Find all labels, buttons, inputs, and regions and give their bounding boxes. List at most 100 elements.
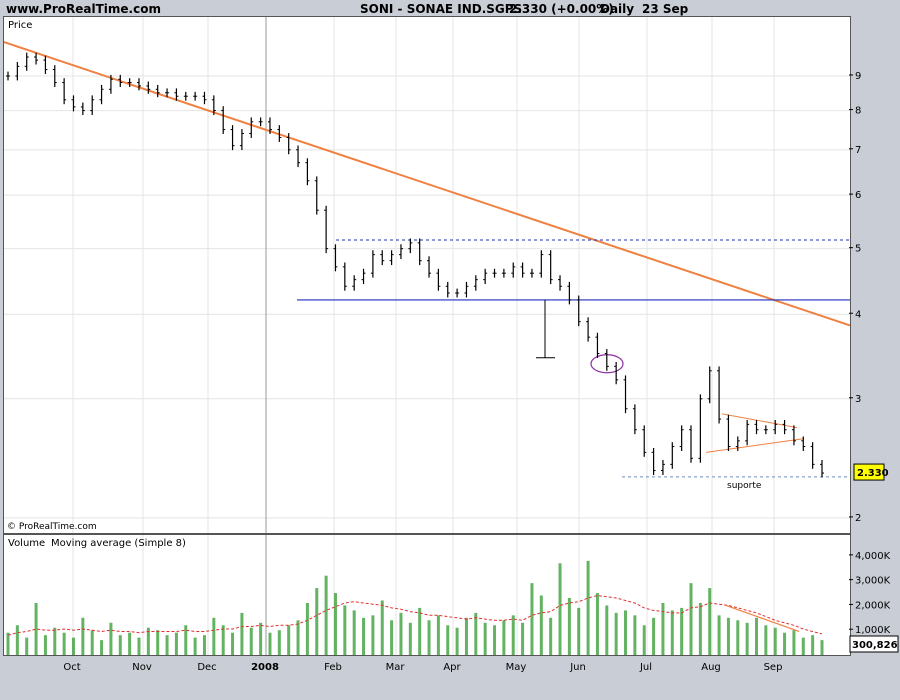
volume-bar xyxy=(493,625,497,655)
volume-bar xyxy=(371,615,375,655)
time-tick-label: Apr xyxy=(443,662,461,673)
price-tick-label: 3 xyxy=(855,394,861,405)
volume-panel[interactable]: Volume Moving average (Simple 8) xyxy=(3,534,851,656)
price-label: Price xyxy=(8,20,32,31)
volume-bar xyxy=(755,617,759,655)
volume-bar xyxy=(399,612,403,655)
volume-bar xyxy=(745,622,749,655)
volume-bar xyxy=(549,617,553,655)
volume-bar xyxy=(792,630,796,655)
volume-tick-label: 4,000K xyxy=(855,551,891,562)
volume-bar xyxy=(577,607,581,655)
volume-bar xyxy=(128,632,132,655)
volume-bar xyxy=(464,617,468,655)
price-axis: 2 3 4 5 6 7 8 9 2.330 xyxy=(849,71,889,524)
time-tick-label: Jun xyxy=(569,662,586,673)
volume-bar xyxy=(624,610,628,655)
volume-bar xyxy=(156,630,160,655)
volume-bar xyxy=(436,615,440,655)
last-price-badge-text: 2.330 xyxy=(857,468,889,479)
volume-bar xyxy=(446,625,450,655)
volume-bar xyxy=(202,635,206,655)
volume-bar xyxy=(15,625,19,655)
volume-bar xyxy=(324,575,328,655)
volume-bar xyxy=(595,593,599,655)
volume-bar xyxy=(811,635,815,655)
volume-bar xyxy=(418,607,422,655)
time-tick-label: Feb xyxy=(324,662,342,673)
volume-bar xyxy=(249,627,253,655)
volume-bar xyxy=(642,625,646,655)
volume-bar xyxy=(193,637,197,655)
price-tick-label: 5 xyxy=(855,244,861,255)
ticker-name: SONI - SONAE IND.SGPS xyxy=(360,2,523,16)
volume-bar xyxy=(567,598,571,655)
volume-bar xyxy=(362,617,366,655)
time-tick-label: Nov xyxy=(132,662,152,673)
volume-ma-label: Moving average (Simple 8) xyxy=(51,538,186,549)
volume-bar xyxy=(53,627,57,655)
volume-bar xyxy=(502,620,506,655)
volume-bar xyxy=(277,630,281,655)
volume-bar xyxy=(483,622,487,655)
volume-bar xyxy=(801,637,805,655)
volume-bar xyxy=(539,595,543,655)
volume-bar xyxy=(427,620,431,655)
volume-bar xyxy=(184,625,188,655)
price-chart: Price © ProRealTime.com suporte xyxy=(3,17,851,533)
volume-bar xyxy=(380,600,384,655)
time-tick-label: 2008 xyxy=(251,662,279,673)
volume-bar xyxy=(100,640,104,655)
volume-bar xyxy=(474,612,478,655)
price-panel[interactable]: Price © ProRealTime.com suporte xyxy=(3,16,851,534)
volume-bar xyxy=(661,602,665,655)
volume-bar xyxy=(296,620,300,655)
volume-bar xyxy=(605,605,609,655)
volume-bar xyxy=(390,620,394,655)
volume-bar xyxy=(305,602,309,655)
time-tick-label: Sep xyxy=(764,662,783,673)
volume-bar xyxy=(783,632,787,655)
volume-bar xyxy=(90,630,94,655)
site-url[interactable]: www.ProRealTime.com xyxy=(6,2,161,16)
volume-bar xyxy=(820,640,824,655)
volume-bar xyxy=(717,615,721,655)
support-label: suporte xyxy=(727,481,762,491)
volume-bar xyxy=(680,607,684,655)
volume-bar xyxy=(511,615,515,655)
price-tick-label: 9 xyxy=(855,71,861,82)
price-tick-label: 8 xyxy=(855,106,861,117)
volume-bar xyxy=(773,627,777,655)
volume-bar xyxy=(81,617,85,655)
time-tick-label: Dec xyxy=(197,662,216,673)
volume-bar xyxy=(652,617,656,655)
volume-bar xyxy=(259,622,263,655)
time-tick-label: Aug xyxy=(701,662,721,673)
volume-bar xyxy=(633,615,637,655)
volume-bar xyxy=(6,632,10,655)
downtrend-line xyxy=(3,41,851,327)
last-price-badge xyxy=(853,463,885,481)
quote-value: 2.330 (+0.00%) xyxy=(509,2,614,16)
volume-bar xyxy=(726,617,730,655)
volume-bar xyxy=(137,637,141,655)
volume-bar xyxy=(521,622,525,655)
price-tick-label: 2 xyxy=(855,513,861,524)
price-tick-label: 7 xyxy=(855,145,861,156)
time-tick-label: Jul xyxy=(639,662,652,673)
volume-bar xyxy=(118,635,122,655)
volume-bar xyxy=(698,602,702,655)
triangle-lower-line xyxy=(705,438,805,453)
volume-bar xyxy=(530,583,534,655)
volume-bar xyxy=(736,620,740,655)
triangle-upper-line xyxy=(721,413,798,429)
declining-volume-line xyxy=(725,604,800,633)
time-tick-label: Mar xyxy=(386,662,406,673)
volume-bar xyxy=(315,588,319,655)
time-axis: Oct Nov Dec 2008 Feb Mar Apr May Jun Jul Aug Sep xyxy=(63,662,783,673)
volume-ma-line xyxy=(7,594,823,636)
price-tick-label: 4 xyxy=(855,309,861,320)
volume-bar xyxy=(268,632,272,655)
last-volume-badge xyxy=(849,635,899,653)
volume-axis: 1,000K 2,000K 3,000K 4,000K 300,826 xyxy=(849,551,899,653)
